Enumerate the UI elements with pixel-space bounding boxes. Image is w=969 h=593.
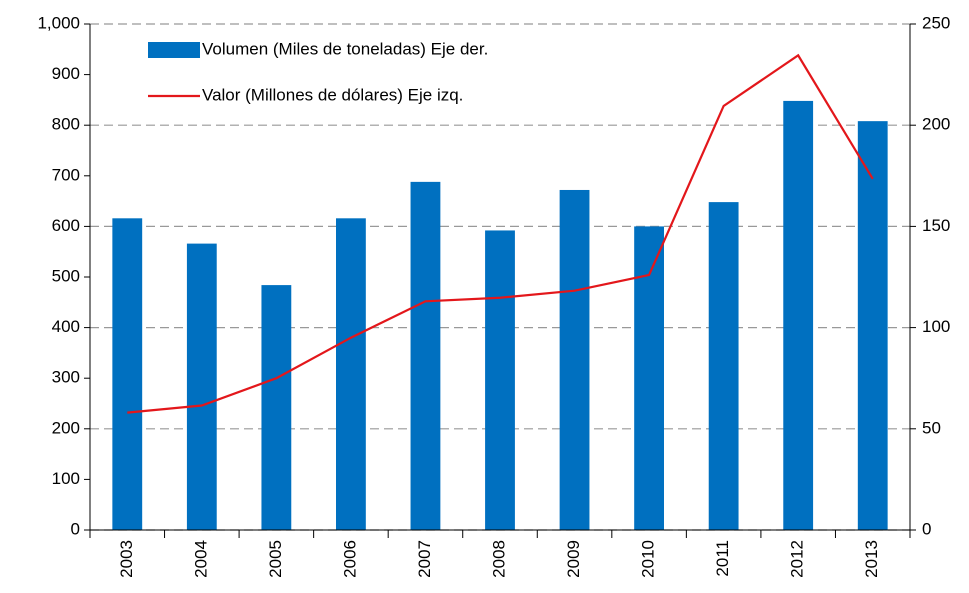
x-tick-label: 2004 — [191, 540, 210, 578]
x-tick-label: 2009 — [564, 540, 583, 578]
x-tick-label: 2011 — [713, 540, 732, 577]
bar — [336, 218, 366, 530]
y2-tick-label: 150 — [922, 216, 950, 235]
bar — [485, 230, 515, 530]
y-tick-label: 400 — [52, 317, 80, 336]
x-tick-label: 2003 — [117, 540, 136, 578]
bar — [857, 121, 888, 530]
x-tick-label: 2010 — [639, 540, 658, 578]
y-tick-label: 900 — [52, 64, 80, 83]
y-tick-label: 200 — [52, 418, 80, 437]
y2-tick-label: 100 — [922, 317, 950, 336]
x-tick-label: 2006 — [340, 540, 359, 578]
y2-tick-label: 200 — [922, 115, 950, 134]
x-tick-label: 2008 — [489, 540, 508, 578]
bar — [410, 181, 441, 530]
x-tick-label: 2013 — [862, 540, 881, 578]
y-tick-label: 0 — [71, 519, 80, 538]
bar — [783, 100, 814, 531]
y2-tick-label: 0 — [922, 519, 931, 538]
y-tick-label: 600 — [52, 216, 80, 235]
y2-tick-label: 50 — [922, 418, 941, 437]
bar — [186, 243, 217, 530]
bar — [261, 285, 292, 530]
y-tick-label: 1,000 — [37, 13, 80, 32]
bar — [634, 226, 664, 530]
x-tick-label: 2012 — [788, 540, 807, 578]
y-tick-label: 700 — [52, 165, 80, 184]
legend-label: Valor (Millones de dólares) Eje izq. — [202, 85, 463, 104]
bar — [112, 218, 143, 530]
line — [127, 53, 874, 414]
x-tick-label: 2005 — [266, 540, 285, 578]
legend-swatch — [148, 42, 200, 58]
y-tick-label: 500 — [52, 266, 80, 285]
x-tick-label: 2007 — [415, 540, 434, 578]
y2-tick-label: 250 — [922, 13, 950, 32]
bar — [559, 189, 590, 530]
y-tick-label: 100 — [52, 469, 80, 488]
legend-label: Volumen (Miles de toneladas) Eje der. — [202, 39, 488, 58]
bar — [708, 202, 739, 530]
y-tick-label: 300 — [52, 368, 80, 387]
y-tick-label: 800 — [52, 115, 80, 134]
